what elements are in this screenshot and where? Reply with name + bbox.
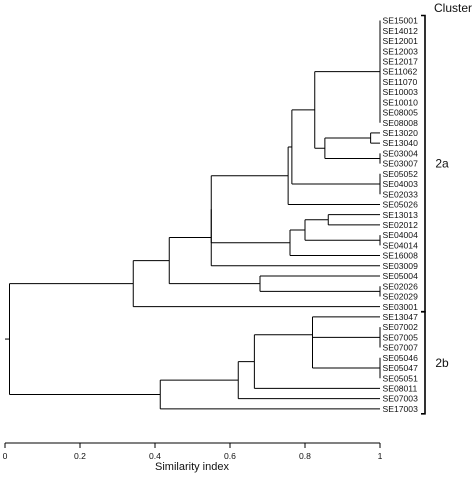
leaf-label: SE12003 <box>383 46 419 56</box>
cluster-bracket <box>421 14 426 313</box>
leaf-label: SE08005 <box>383 108 419 118</box>
leaf-label: SE02029 <box>383 292 419 302</box>
leaf-label: SE07005 <box>383 332 419 342</box>
leaf-label: SE05004 <box>383 271 419 281</box>
leaf-label: SE05047 <box>383 363 419 373</box>
x-tick-label: 1 <box>378 451 383 461</box>
leaf-label: SE12017 <box>383 56 419 66</box>
leaf-label: SE03004 <box>383 148 419 158</box>
leaf-label: SE13020 <box>383 128 419 138</box>
leaf-labels: SE15001SE14012SE12001SE12003SE12017SE110… <box>383 16 419 414</box>
leaf-label: SE05052 <box>383 169 419 179</box>
leaf-label: SE08011 <box>383 384 418 394</box>
leaf-label: SE16008 <box>383 251 419 261</box>
leaf-label: SE03007 <box>383 159 419 169</box>
leaf-label: SE04004 <box>383 230 419 240</box>
leaf-label: SE07002 <box>383 322 419 332</box>
cluster-brackets: 2a 2b <box>421 14 449 415</box>
leaf-label: SE07003 <box>383 394 419 404</box>
leaf-label: SE15001 <box>383 16 419 26</box>
x-tick-label: 0.6 <box>224 451 236 461</box>
leaf-label: SE17003 <box>383 404 419 414</box>
leaf-label: SE08008 <box>383 118 419 128</box>
leaf-label: SE05026 <box>383 200 419 210</box>
leaf-label: SE02033 <box>383 189 419 199</box>
x-axis-title: Similarity index <box>155 461 229 473</box>
x-tick-label: 0.8 <box>299 451 311 461</box>
leaf-label: SE05046 <box>383 353 419 363</box>
leaf-label: SE03009 <box>383 261 419 271</box>
leaf-label: SE13047 <box>383 312 419 322</box>
leaf-label: SE14012 <box>383 26 419 36</box>
cluster-bracket <box>421 311 426 415</box>
x-axis: 0 0.2 0.4 0.6 0.8 1 <box>3 442 383 461</box>
leaf-label: SE02012 <box>383 220 419 230</box>
cluster-label: 2b <box>435 356 449 370</box>
cluster-label: 2a <box>435 157 449 171</box>
leaf-label: SE05051 <box>383 373 419 383</box>
leaf-label: SE07007 <box>383 343 419 353</box>
leaf-label: SE04003 <box>383 179 419 189</box>
x-tick-label: 0 <box>3 451 8 461</box>
cluster-column-title: Cluster <box>434 1 472 15</box>
leaf-label: SE11070 <box>383 77 418 87</box>
x-tick-label: 0.2 <box>74 451 86 461</box>
leaf-label: SE11062 <box>383 67 418 77</box>
leaf-label: SE03001 <box>383 302 419 312</box>
leaf-label: SE12001 <box>383 36 419 46</box>
leaf-label: SE04014 <box>383 240 419 250</box>
leaf-label: SE02026 <box>383 281 419 291</box>
leaf-label: SE10003 <box>383 87 419 97</box>
dendrogram-tree <box>5 20 381 410</box>
x-tick-label: 0.4 <box>149 451 161 461</box>
leaf-label: SE13040 <box>383 138 419 148</box>
leaf-label: SE10010 <box>383 97 419 107</box>
leaf-label: SE13013 <box>383 210 419 220</box>
